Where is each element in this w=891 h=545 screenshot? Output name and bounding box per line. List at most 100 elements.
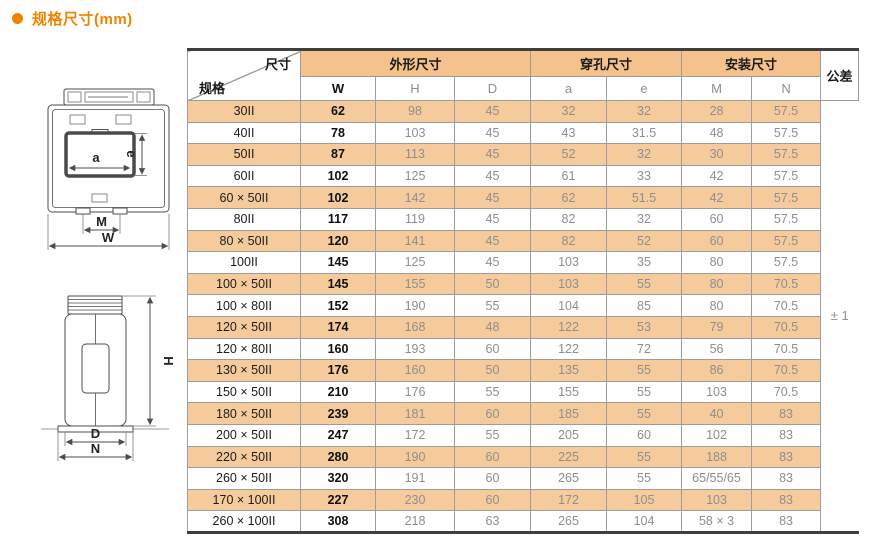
spec-row: 170 × 100II 227 230 60 172 105 103 83 — [187, 488, 859, 512]
spec-row: 80II 117 119 45 82 32 60 57.5 — [187, 207, 859, 231]
col-header-a: a — [530, 76, 607, 101]
front-view-diagram: a e M W — [47, 88, 170, 250]
value-cell: 70.5 — [751, 380, 822, 404]
col-header-m: M — [681, 76, 753, 101]
value-cell: 218 — [375, 510, 455, 533]
value-cell: 83 — [751, 510, 822, 533]
nameplate-box-left — [67, 91, 82, 103]
value-cell: 83 — [751, 467, 822, 490]
group-header-hole-size: 穿孔尺寸 — [529, 49, 683, 77]
value-cell: 42 — [681, 164, 753, 188]
value-cell: 60 — [681, 207, 753, 231]
corner-header-cell: 尺寸 规格 — [187, 49, 301, 101]
value-cell: 62 — [300, 100, 376, 123]
value-cell: 30 — [681, 143, 753, 166]
value-cell: 40 — [681, 402, 753, 425]
spec-cell: 150 × 50II — [187, 380, 301, 404]
spec-table-body: 30II 62 98 45 32 32 28 57.5 ± 1 40II 78 103 45 43 31.5… — [187, 100, 859, 533]
tolerance-header-cell: 公差 — [820, 49, 860, 101]
value-cell: 117 — [300, 207, 376, 231]
value-cell: 65/55/65 — [681, 467, 753, 490]
spec-row: 60II 102 125 45 61 33 42 57.5 — [187, 164, 859, 188]
spec-cell: 50II — [187, 143, 301, 166]
value-cell: 55 — [605, 467, 683, 490]
value-cell: 57.5 — [751, 229, 822, 253]
spec-cell: 170 × 100II — [187, 488, 301, 512]
column-header-row: W H D a e M N — [188, 76, 859, 101]
bullet-icon — [12, 13, 23, 24]
value-cell: 60 — [454, 445, 531, 469]
value-cell: 45 — [454, 100, 531, 123]
value-cell: 56 — [681, 337, 753, 361]
value-cell: 119 — [375, 207, 455, 231]
terminal-cap — [67, 295, 123, 315]
value-cell: 83 — [751, 402, 822, 425]
value-cell: 141 — [375, 229, 455, 253]
col-header-h: H — [375, 76, 455, 101]
value-cell: 63 — [454, 510, 531, 533]
value-cell: 190 — [375, 294, 455, 317]
value-cell: 160 — [300, 337, 376, 361]
group-header-mount-size: 安装尺寸 — [681, 49, 822, 77]
value-cell: 62 — [530, 186, 607, 209]
value-cell: 45 — [454, 143, 531, 166]
value-cell: 160 — [375, 359, 455, 382]
value-cell: 83 — [751, 445, 822, 469]
value-cell: 105 — [605, 488, 683, 512]
spec-row: 260 × 50II 320 191 60 265 55 65/55/65 83 — [187, 467, 859, 490]
value-cell: 86 — [681, 359, 753, 382]
spec-row: 130 × 50II 176 160 50 135 55 86 70.5 — [187, 359, 859, 382]
value-cell: 70.5 — [751, 359, 822, 382]
value-cell: 55 — [454, 294, 531, 317]
spec-cell: 180 × 50II — [187, 402, 301, 425]
value-cell: 32 — [605, 207, 683, 231]
spec-row: 150 × 50II 210 176 55 155 55 103 70.5 — [187, 380, 859, 404]
value-cell: 83 — [751, 423, 822, 447]
value-cell: 181 — [375, 402, 455, 425]
value-cell: 55 — [605, 380, 683, 404]
value-cell: 60 — [454, 337, 531, 361]
value-cell: 185 — [530, 402, 607, 425]
value-cell: 57.5 — [751, 251, 822, 274]
value-cell: 60 — [605, 423, 683, 447]
value-cell: 52 — [530, 143, 607, 166]
value-cell: 79 — [681, 315, 753, 339]
value-cell: 265 — [530, 510, 607, 533]
terminal-box-right — [115, 114, 132, 125]
spec-row: 100 × 80II 152 190 55 104 85 80 70.5 — [187, 294, 859, 317]
spec-cell: 220 × 50II — [187, 445, 301, 469]
value-cell: 142 — [375, 186, 455, 209]
value-cell: 72 — [605, 337, 683, 361]
spec-cell: 100 × 50II — [187, 272, 301, 296]
value-cell: 104 — [530, 294, 607, 317]
value-cell: 55 — [605, 402, 683, 425]
value-cell: 103 — [375, 121, 455, 145]
value-cell: 35 — [605, 251, 683, 274]
value-cell: 87 — [300, 143, 376, 166]
value-cell: 193 — [375, 337, 455, 361]
value-cell: 51.5 — [605, 186, 683, 209]
bottom-label-box — [91, 193, 108, 203]
value-cell: 104 — [605, 510, 683, 533]
spec-cell: 30II — [187, 100, 301, 123]
value-cell: 60 — [454, 488, 531, 512]
value-cell: 155 — [530, 380, 607, 404]
value-cell: 172 — [530, 488, 607, 512]
foot-left — [75, 207, 91, 215]
value-cell: 32 — [605, 143, 683, 166]
value-cell: 152 — [300, 294, 376, 317]
value-cell: 247 — [300, 423, 376, 447]
spec-cell: 80II — [187, 207, 301, 231]
value-cell: 28 — [681, 100, 753, 123]
value-cell: 320 — [300, 467, 376, 490]
value-cell: 102 — [300, 186, 376, 209]
value-cell: 57.5 — [751, 121, 822, 145]
spec-row: 180 × 50II 239 181 60 185 55 40 83 — [187, 402, 859, 425]
page-title-text: 规格尺寸(mm) — [32, 11, 133, 28]
value-cell: 155 — [375, 272, 455, 296]
value-cell: 190 — [375, 445, 455, 469]
value-cell: 31.5 — [605, 121, 683, 145]
aperture-width-label: a — [92, 150, 100, 165]
value-cell: 265 — [530, 467, 607, 490]
